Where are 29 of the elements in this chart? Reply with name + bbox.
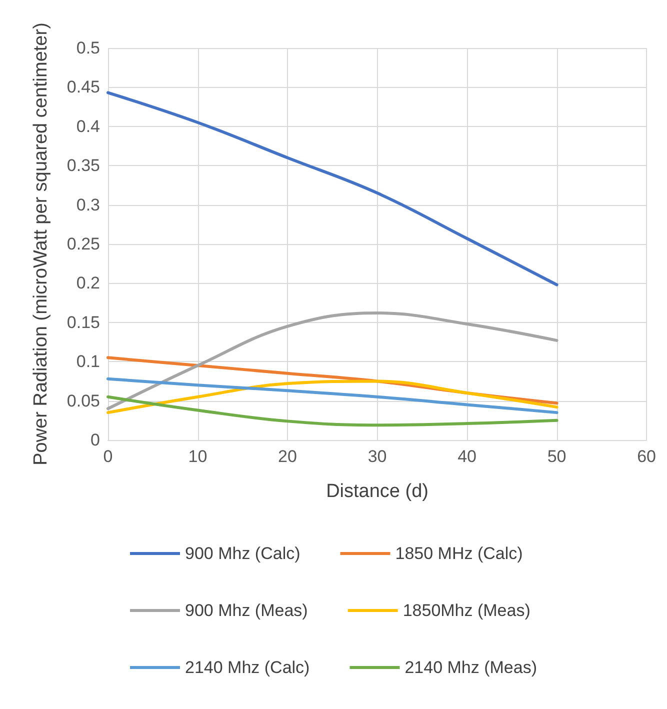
y-tick-label: 0.35 <box>66 156 100 176</box>
x-tick-label: 60 <box>637 447 656 466</box>
y-tick-label: 0.5 <box>76 38 100 58</box>
x-tick-label: 0 <box>103 447 113 466</box>
legend-label: 1850 MHz (Calc) <box>395 544 523 563</box>
line-series <box>106 395 558 427</box>
x-axis-title: Distance (d) <box>326 481 428 502</box>
y-tick-label: 0.1 <box>76 352 100 372</box>
y-tick-label: 0.3 <box>76 195 100 214</box>
legend-label: 2140 Mhz (Meas) <box>404 658 537 677</box>
x-tick-label: 30 <box>368 447 387 466</box>
x-tick-label: 10 <box>188 447 208 466</box>
y-axis-title: Power Radiation (microWatt per squared centimeter) <box>30 22 52 466</box>
legend-label: 1850Mhz (Meas) <box>402 601 530 620</box>
line-series <box>106 91 558 286</box>
x-tick-label: 20 <box>278 447 297 466</box>
y-tick-label: 0.25 <box>66 234 100 254</box>
y-tick-label: 0.15 <box>66 312 100 332</box>
y-tick-label: 0 <box>90 430 100 450</box>
legend-label: 900 Mhz (Calc) <box>185 544 300 563</box>
y-tick-label: 0.4 <box>76 116 100 136</box>
legend-label: 900 Mhz (Meas) <box>185 601 308 620</box>
x-tick-label: 40 <box>458 447 476 466</box>
y-tick-label: 0.05 <box>66 391 100 410</box>
y-tick-label: 0.45 <box>66 78 100 97</box>
y-tick-label: 0.2 <box>76 274 100 293</box>
legend-label: 2140 Mhz (Calc) <box>185 658 310 677</box>
line-series <box>106 311 558 410</box>
x-tick-label: 50 <box>547 447 566 466</box>
